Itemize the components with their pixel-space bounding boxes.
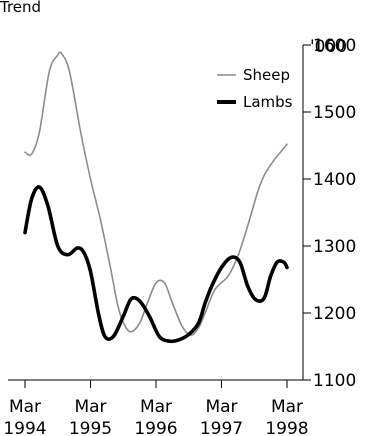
y-tick-label: 1300 (313, 237, 356, 257)
x-tick-label-month: Mar (271, 397, 303, 417)
chart-title: Trend (0, 0, 41, 16)
legend-label-sheep: Sheep (243, 66, 290, 84)
series-line-lambs (23, 185, 289, 344)
x-tick-label-month: Mar (205, 397, 237, 417)
x-tick-label-year: 1998 (265, 419, 308, 436)
y-axis: 1100 1200 1300 1400 1500 1600 (302, 36, 356, 391)
x-axis: Mar 1994 Mar 1995 Mar 1996 Mar 1997 Mar 1998 (3, 379, 309, 436)
x-tick-label-year: 1996 (134, 419, 177, 436)
x-tick-label-month: Mar (140, 397, 172, 417)
y-tick-label: 1400 (313, 170, 356, 190)
y-axis-unit-label: '000 (310, 37, 347, 57)
x-tick-label-month: Mar (9, 397, 41, 417)
y-tick-label: 1200 (313, 304, 356, 324)
legend-label-lambs: Lambs (243, 93, 293, 111)
x-tick-label-year: 1994 (3, 419, 46, 436)
x-tick-label-year: 1995 (69, 419, 112, 436)
series-line-sheep (24, 51, 288, 336)
series-group (23, 51, 289, 344)
y-tick-label: 1500 (313, 103, 356, 123)
x-tick-label-year: 1997 (200, 419, 243, 436)
y-tick-label: 1100 (313, 371, 356, 391)
x-tick-label-month: Mar (74, 397, 106, 417)
legend: Sheep Lambs (217, 66, 293, 111)
y-tick-label: 1600 (313, 36, 356, 56)
